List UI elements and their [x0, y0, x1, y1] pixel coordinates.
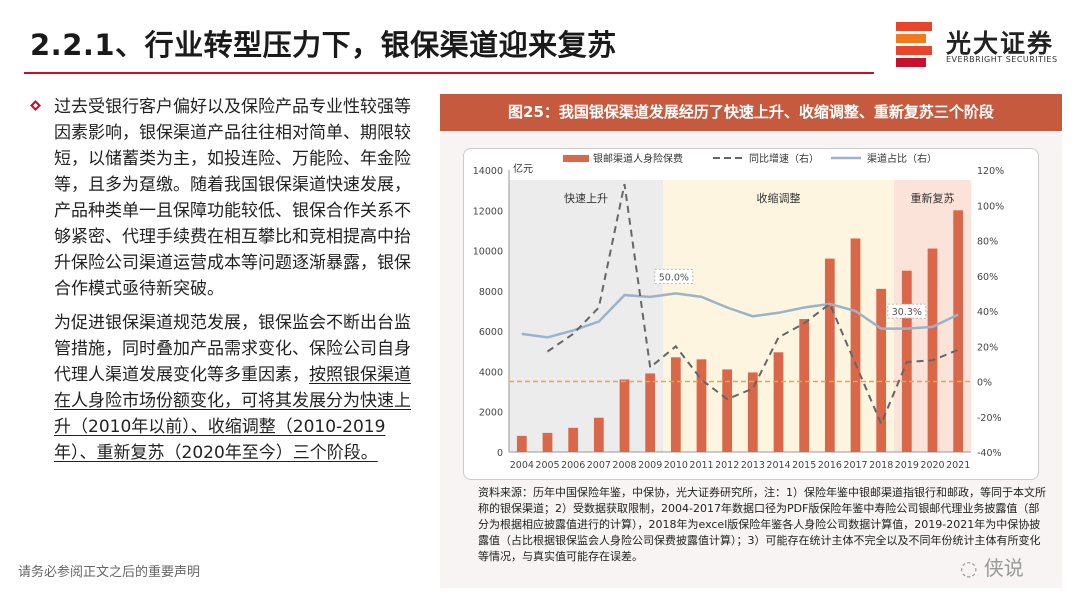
y-left-tick-label: 4000 — [479, 367, 503, 378]
line-yoy-growth — [546, 183, 959, 427]
x-tick-label: 2016 — [818, 460, 842, 471]
bar-2014 — [773, 352, 784, 452]
everbright-logo-icon — [896, 22, 932, 67]
watermark: ◌ 侠说 — [960, 552, 1024, 581]
annotation-box — [654, 268, 694, 284]
legend-label: 渠道占比（右） — [867, 152, 937, 165]
page-title: 2.2.1、行业转型压力下，银保渠道迎来复苏 — [30, 28, 617, 62]
diamond-bullet-icon — [30, 100, 41, 111]
bar-2017 — [850, 238, 861, 452]
x-tick-label: 2012 — [715, 460, 739, 471]
legend-label: 银邮渠道人身险保费 — [593, 152, 683, 165]
x-tick-label: 2015 — [792, 460, 816, 471]
x-tick-label: 2021 — [946, 460, 970, 471]
bar-2013 — [747, 372, 758, 452]
legend-label: 同比增速（右） — [749, 152, 819, 165]
x-tick-label: 2004 — [510, 460, 534, 471]
annotation-box — [887, 303, 927, 319]
y-axis-unit: 亿元 — [513, 162, 533, 175]
y-right-tick-label: 60% — [977, 272, 998, 283]
y-left-tick-label: 12000 — [473, 206, 503, 217]
bar-2004 — [516, 435, 527, 452]
phase-label: 快速上升 — [564, 192, 608, 205]
x-tick-label: 2010 — [664, 460, 688, 471]
y-left-tick-label: 0 — [497, 448, 503, 459]
title-divider — [24, 72, 874, 74]
x-tick-label: 2013 — [741, 460, 765, 471]
bar-2006 — [568, 427, 579, 452]
y-right-tick-label: -40% — [977, 448, 1002, 459]
annotation-label: 30.3% — [892, 307, 922, 318]
y-right-tick-label: 120% — [977, 166, 1004, 177]
bar-2009 — [645, 373, 656, 452]
y-right-tick-label: 100% — [977, 201, 1004, 212]
x-tick-label: 2006 — [561, 460, 585, 471]
annotation-label: 50.0% — [659, 272, 689, 283]
disclaimer: 请务必参阅正文之后的重要声明 — [18, 565, 201, 580]
x-tick-label: 2009 — [638, 460, 662, 471]
bar-2021 — [953, 210, 964, 452]
y-right-tick-label: 40% — [977, 307, 998, 318]
y-right-tick-label: 0% — [977, 378, 992, 389]
y-left-tick-label: 8000 — [479, 287, 503, 298]
x-tick-label: 2008 — [612, 460, 636, 471]
bar-2012 — [722, 369, 733, 452]
y-left-tick-label: 14000 — [473, 166, 503, 177]
logo-name-cn: 光大证券 — [946, 29, 1055, 58]
phase-label: 重新复苏 — [911, 191, 955, 205]
x-tick-label: 2018 — [869, 460, 893, 471]
chart: 快速上升 收缩调整 重新复苏 亿元 0 2000 4000 6000 8000 10000 1200… — [473, 152, 1004, 471]
x-tick-label: 2017 — [843, 460, 867, 471]
paragraph-2-underlined: 按照银保渠道在人身险市场份额变化，可将其发展分为快速上升（2010年以前）、收缩… — [54, 365, 411, 463]
y-right-tick-label: -20% — [977, 413, 1002, 424]
bar-2008 — [619, 379, 630, 452]
bar-2010 — [670, 357, 681, 452]
paragraph-2-plain: 为促进银保渠道规范发展，银保监会不断出台监管措施，同时叠加产品需求变化、保险公司… — [54, 313, 411, 385]
logo-name-en: EVERBRIGHT SECURITIES — [946, 55, 1058, 64]
watermark-text: 侠说 — [983, 556, 1024, 580]
line-channel-share — [521, 292, 959, 339]
x-tick-label: 2019 — [895, 460, 919, 471]
legend-swatch-premium — [563, 155, 589, 162]
x-tick-label: 2007 — [587, 460, 611, 471]
figure-caption: 图25：我国银保渠道发展经历了快速上升、收缩调整、重新复苏三个阶段 — [440, 94, 1062, 131]
bar-2005 — [542, 432, 553, 452]
paragraph-2: 为促进银保渠道规范发展，银保监会不断出台监管措施，同时叠加产品需求变化、保险公司… — [54, 310, 424, 466]
bar-2007 — [593, 417, 604, 452]
figure-notes: 资料来源：历年中国保险年鉴，中保协，光大证券研究所，注：1）保险年鉴中银邮渠道指… — [478, 486, 1046, 563]
paragraph-1: 过去受银行客户偏好以及保险产品专业性较强等因素影响，银保渠道产品往往相对简单、期… — [54, 97, 411, 299]
body-text: 过去受银行客户偏好以及保险产品专业性较强等因素影响，银保渠道产品往往相对简单、期… — [54, 94, 424, 474]
x-tick-label: 2014 — [766, 460, 790, 471]
y-left-tick-label: 2000 — [479, 408, 503, 419]
y-left-tick-label: 10000 — [473, 247, 503, 258]
y-right-tick-label: 20% — [977, 342, 998, 353]
x-tick-label: 2005 — [535, 460, 559, 471]
y-left-tick-label: 6000 — [479, 327, 503, 338]
bar-2015 — [799, 319, 810, 452]
bar-2011 — [696, 359, 707, 452]
bar-2018 — [876, 288, 887, 452]
bar-2016 — [824, 258, 835, 452]
phase-band-0 — [509, 180, 663, 452]
bar-2020 — [927, 248, 938, 452]
wechat-icon: ◌ — [960, 556, 978, 580]
y-right-tick-label: 80% — [977, 237, 998, 248]
x-tick-label: 2011 — [689, 460, 713, 471]
x-tick-label: 2020 — [920, 460, 944, 471]
phase-label: 收缩调整 — [757, 191, 801, 205]
